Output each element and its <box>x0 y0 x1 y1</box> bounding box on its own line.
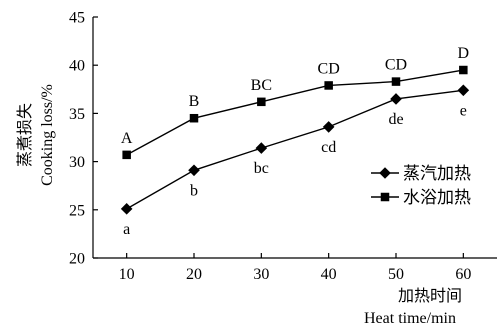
y-tick-label: 30 <box>69 154 85 171</box>
legend-item: 蒸汽加热 <box>371 164 471 183</box>
legend-label: 蒸汽加热 <box>403 164 471 183</box>
series-steam-heating <box>120 84 470 215</box>
data-point-diamond <box>322 121 335 133</box>
significance-label: D <box>458 45 470 62</box>
y-tick-label: 25 <box>69 202 85 219</box>
significance-label: bc <box>254 160 269 177</box>
significance-label: A <box>121 130 133 147</box>
y-tick-label: 40 <box>69 58 85 75</box>
significance-label: cd <box>321 139 336 156</box>
significance-label: de <box>388 111 403 128</box>
significance-label: CD <box>318 60 340 77</box>
series-line <box>126 89 464 210</box>
tick-labels: 20 25 30 35 40 45 10 20 30 40 50 60 <box>69 10 471 284</box>
point-labels: a b bc cd de e A B BC CD CD D <box>121 45 469 238</box>
data-point-square <box>459 65 468 75</box>
y-tick-label: 35 <box>69 106 85 123</box>
significance-label: BC <box>251 77 272 94</box>
significance-label: B <box>189 93 200 110</box>
x-tick-label: 30 <box>253 266 269 283</box>
x-tick-label: 20 <box>186 266 202 283</box>
data-point-square <box>391 77 401 86</box>
data-point-diamond <box>120 203 133 215</box>
x-axis-label-en: Heat time/min <box>364 310 456 327</box>
legend-label: 水浴加热 <box>403 188 471 207</box>
data-point-diamond <box>188 164 200 177</box>
legend-square-marker <box>380 192 390 202</box>
y-tick-label: 20 <box>69 251 85 268</box>
legend-diamond-marker <box>379 167 391 179</box>
series-water-bath-heating <box>122 65 468 160</box>
series-group <box>120 65 470 215</box>
data-point-square <box>189 113 199 123</box>
significance-label: CD <box>385 57 407 74</box>
y-tick-label: 45 <box>69 10 85 27</box>
legend-item: 水浴加热 <box>371 188 471 207</box>
significance-label: e <box>460 102 467 119</box>
significance-label: b <box>190 182 198 199</box>
data-point-square <box>122 150 131 160</box>
x-tick-label: 60 <box>455 266 471 283</box>
data-point-diamond <box>457 84 470 97</box>
data-point-diamond <box>390 93 402 105</box>
data-point-diamond <box>255 142 268 154</box>
x-tick-label: 40 <box>321 266 337 283</box>
data-point-square <box>324 81 333 90</box>
y-axis-label-en: Cooking loss/% <box>39 84 56 186</box>
significance-label: a <box>123 221 130 238</box>
axes <box>92 16 497 259</box>
y-axis-label-cn: 蒸煮损失 <box>16 103 34 167</box>
x-tick-label: 10 <box>119 266 135 283</box>
data-point-square <box>257 97 266 107</box>
series-line <box>126 69 464 156</box>
x-tick-label: 50 <box>388 266 404 283</box>
x-axis-label-cn: 加热时间 <box>398 287 462 305</box>
